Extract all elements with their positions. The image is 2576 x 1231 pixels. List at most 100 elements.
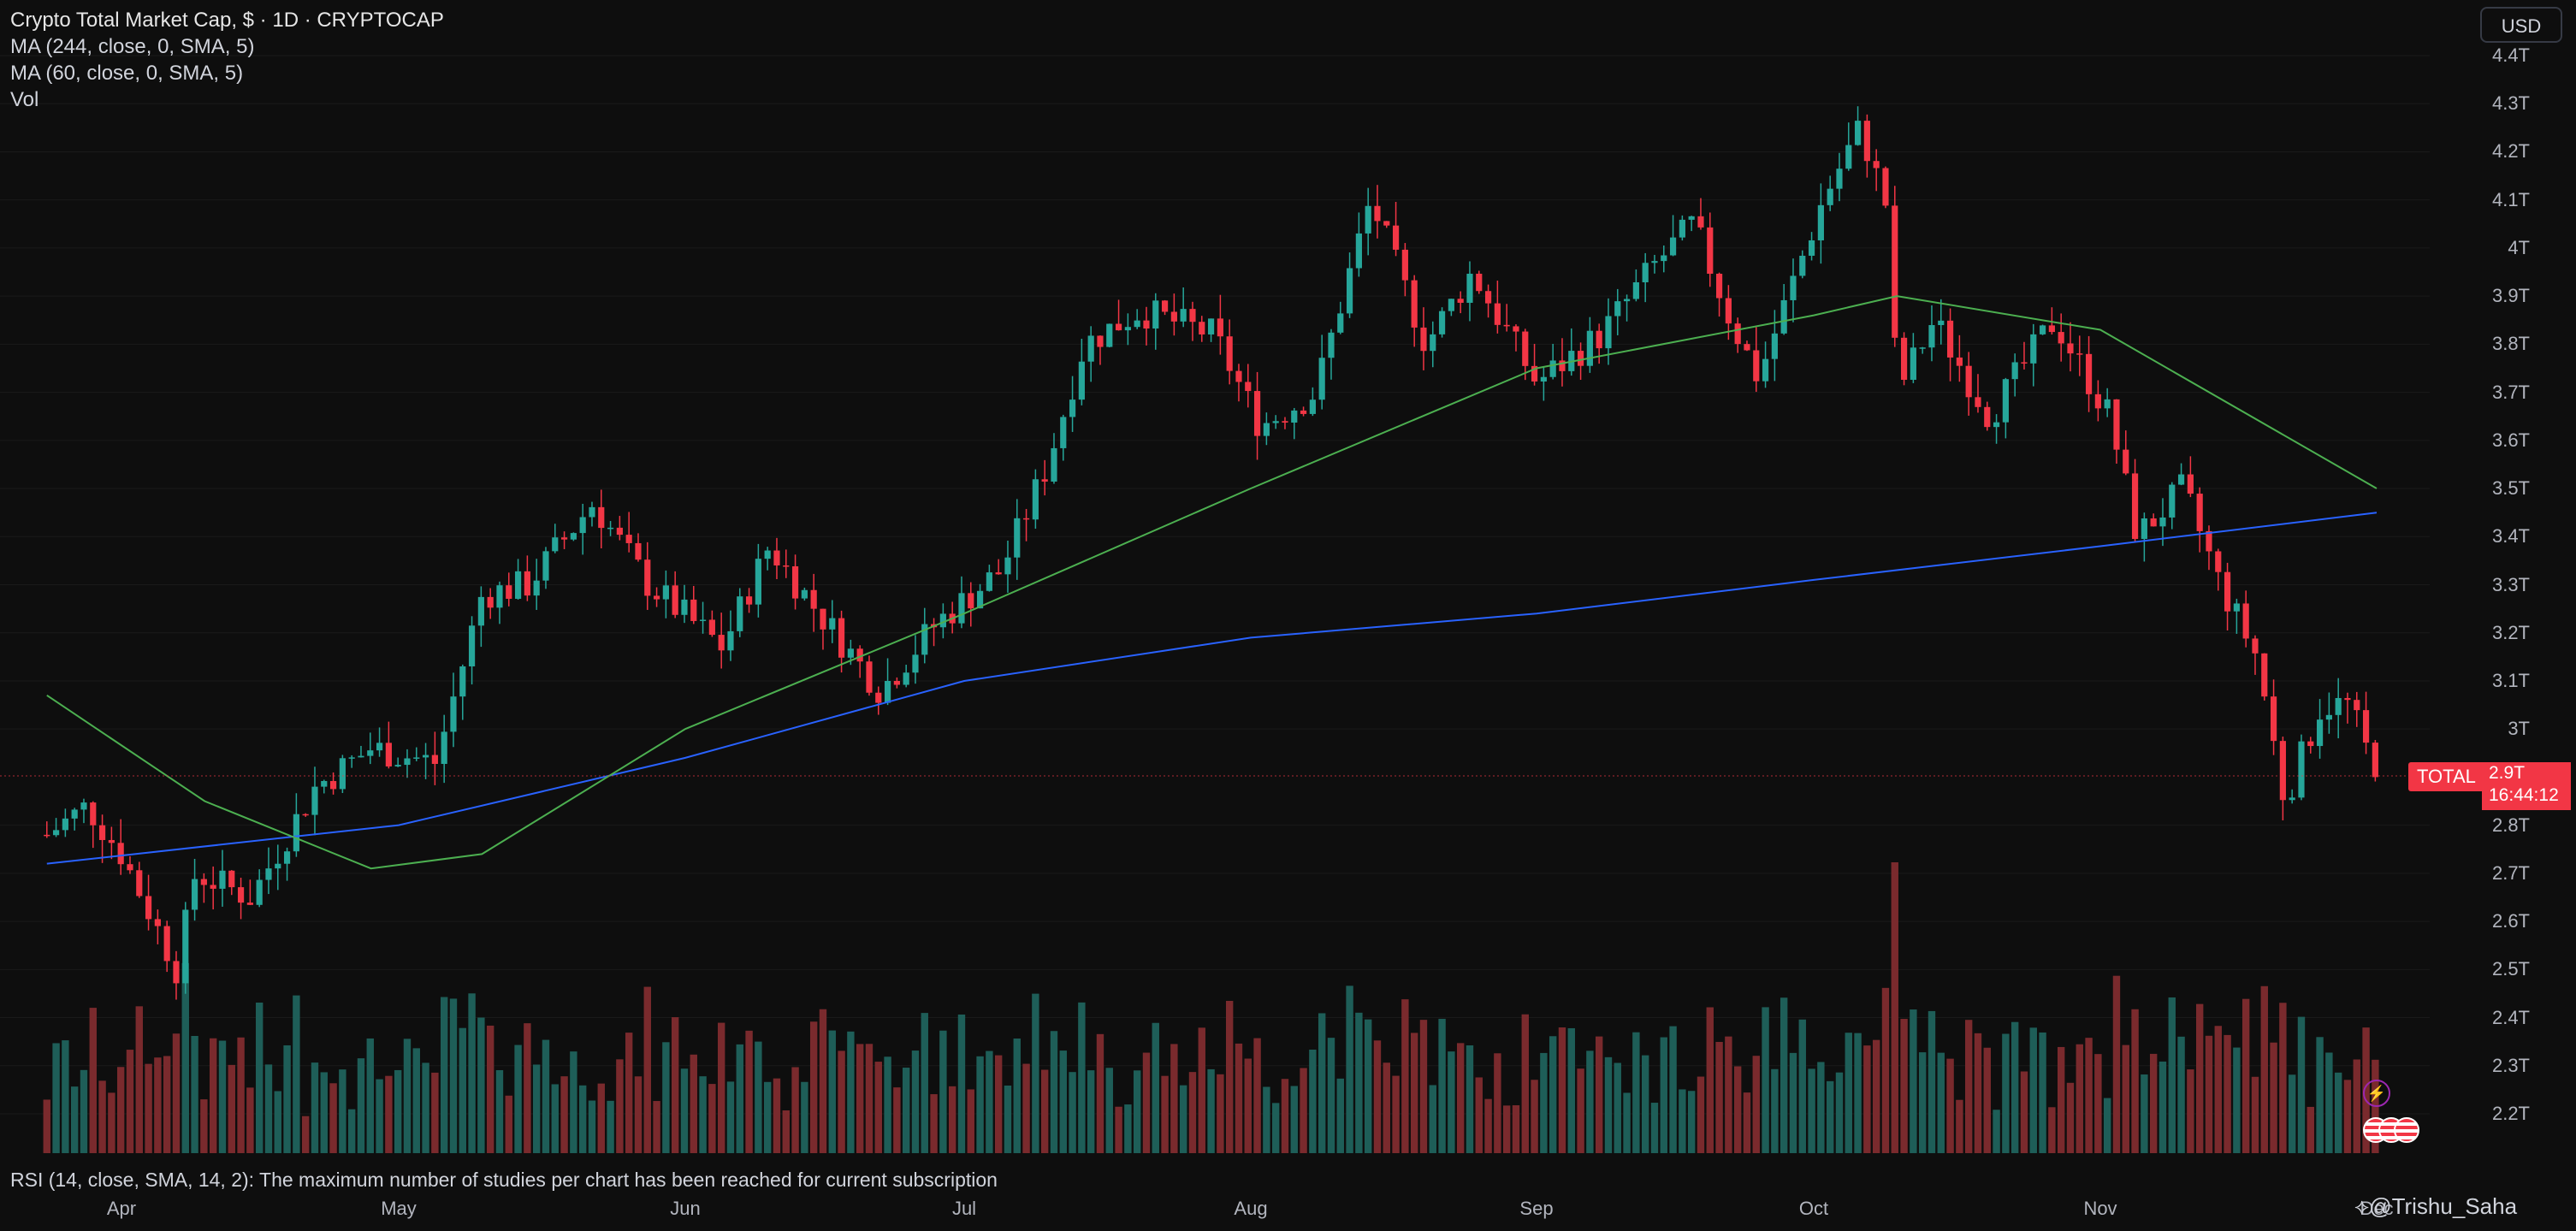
candle [635, 533, 642, 562]
candle-body [145, 896, 152, 920]
chart-title[interactable]: Crypto Total Market Cap, $ · 1D · CRYPTO… [10, 9, 444, 32]
volume-bar [2307, 1106, 2314, 1153]
price-tick-label: 4.4T [2491, 44, 2530, 66]
volume-bar [616, 1059, 624, 1153]
volume-bar [1392, 1075, 1400, 1153]
candle [1965, 352, 1972, 416]
volume-bar [884, 1056, 891, 1153]
currency-button[interactable]: USD [2480, 7, 2562, 43]
candle [302, 813, 309, 817]
candle-body [968, 593, 974, 609]
volume-bar [1494, 1053, 1501, 1153]
candle-body [2187, 474, 2194, 494]
us-flag-icon[interactable] [2394, 1117, 2419, 1143]
candle-body [533, 580, 540, 596]
candle [1272, 415, 1279, 429]
candle [1623, 294, 1631, 322]
candle [1725, 285, 1732, 340]
volume-bar [2177, 1036, 2185, 1153]
candle [44, 821, 50, 838]
candle-body [2215, 551, 2222, 572]
volume-bar [1900, 1019, 1908, 1153]
candle-body [2298, 741, 2305, 798]
candle [1577, 342, 1584, 380]
candle [1651, 254, 1658, 274]
candle [1226, 319, 1233, 385]
candle-body [939, 613, 946, 628]
candle-body [1401, 249, 1408, 281]
candle-body [2113, 399, 2120, 450]
candle [219, 849, 226, 907]
volume-bar [1937, 1052, 1945, 1153]
candle-body [2030, 334, 2037, 364]
volume-bar [1059, 1050, 1067, 1153]
volume-bar [967, 1089, 974, 1153]
candle-body [1420, 327, 1427, 352]
candle [450, 672, 457, 748]
volume-bar [588, 1100, 596, 1153]
volume-bar [1964, 1020, 1973, 1153]
volume-bar [671, 1017, 679, 1153]
volume-bar [1687, 1091, 1696, 1153]
volume-bar [607, 1100, 614, 1153]
volume-bar [1743, 1092, 1751, 1153]
volume-bar [1244, 1058, 1252, 1153]
volume-bar [1327, 1038, 1335, 1153]
candle-body [1882, 168, 1889, 206]
candle [62, 808, 68, 837]
volume-bar [524, 1023, 531, 1153]
candle-body [1170, 311, 1177, 322]
candle [1282, 417, 1288, 429]
candle [1014, 499, 1021, 580]
candle-body [1771, 333, 1778, 359]
candle-body [1004, 557, 1011, 575]
ma60-legend[interactable]: MA (60, close, 0, SMA, 5) [10, 62, 244, 85]
candle-body [2307, 741, 2314, 747]
candle [1041, 459, 1048, 496]
volume-bar [680, 1068, 689, 1153]
volume-bar [2149, 1053, 2158, 1153]
volume-bar [2131, 1009, 2139, 1153]
volume-legend[interactable]: Vol [10, 88, 39, 111]
candle [1291, 407, 1298, 440]
volume-bar [948, 1086, 956, 1153]
candle-body [653, 595, 660, 600]
candle-body [995, 572, 1002, 575]
candle [2021, 341, 2028, 370]
candle-body [2169, 484, 2176, 518]
candle [367, 732, 374, 765]
time-tick-label: Jul [951, 1198, 977, 1219]
candle [311, 766, 318, 836]
volume-bar [274, 1091, 281, 1153]
candle-body [283, 851, 291, 864]
candle-body [496, 585, 503, 608]
candle-body [1965, 365, 1972, 398]
ma244-legend[interactable]: MA (244, close, 0, SMA, 5) [10, 35, 255, 58]
candle-body [884, 680, 891, 703]
volume-bar [2141, 1074, 2148, 1153]
candle-body [108, 839, 115, 843]
candle [1661, 245, 1667, 273]
candle-body [2206, 530, 2212, 552]
candle-body [2316, 719, 2324, 747]
candle [2131, 459, 2139, 542]
candle [2002, 377, 2009, 439]
candle [1466, 261, 1473, 322]
volume-bar [2002, 1033, 2010, 1153]
candle [1984, 401, 1991, 431]
candle-body [820, 608, 826, 630]
candle-body [1744, 344, 1750, 351]
volume-bar [1318, 1013, 1326, 1153]
candle-body [293, 814, 299, 852]
candle [1882, 166, 1889, 209]
candle-body [635, 542, 642, 560]
candle-body [1032, 479, 1039, 520]
candle-body [986, 572, 992, 591]
volume-bar [1133, 1070, 1141, 1153]
last-price-value: 2.9T [2489, 763, 2526, 783]
candle-body [329, 780, 337, 790]
candle-body [1291, 410, 1298, 423]
volume-bar [902, 1068, 910, 1153]
lightning-icon[interactable]: ⚡ [2363, 1080, 2390, 1107]
